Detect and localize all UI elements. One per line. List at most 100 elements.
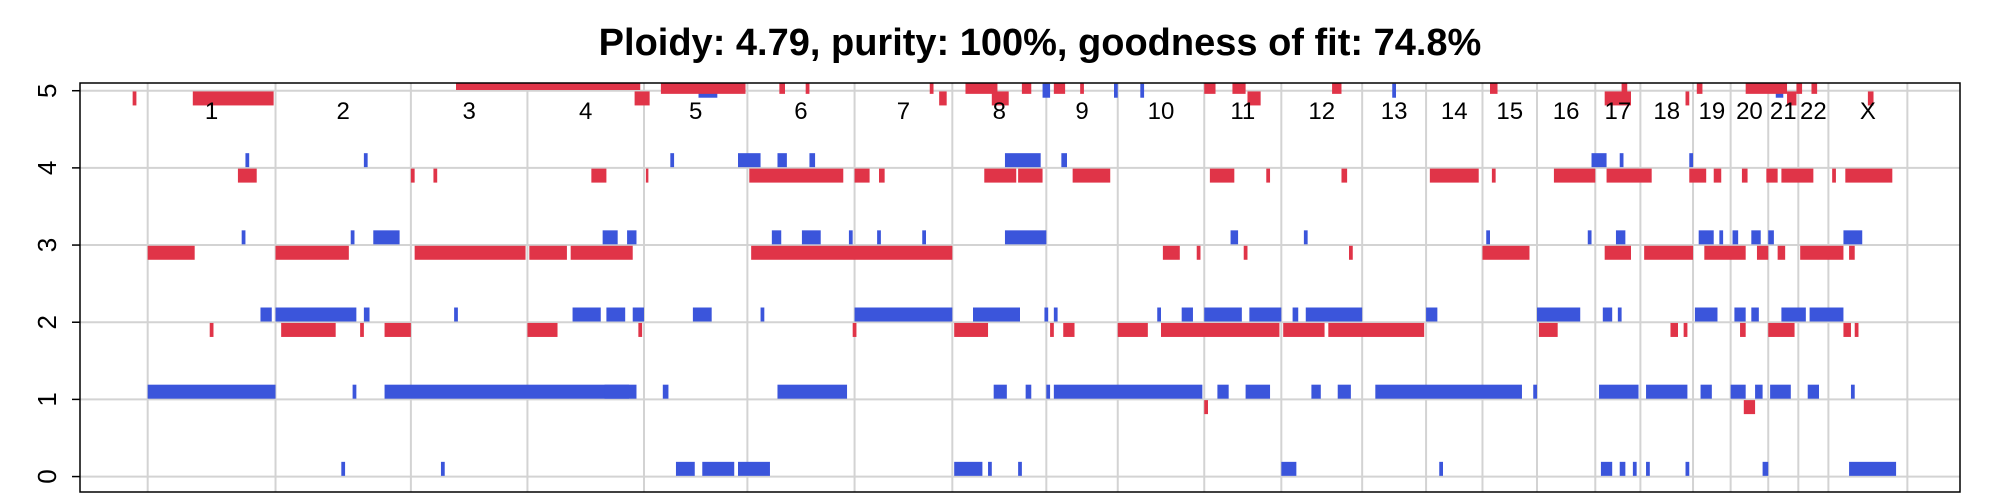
- cn-segment: [572, 307, 601, 322]
- cn-segment: [1217, 384, 1229, 399]
- cn-segment: [352, 384, 357, 399]
- cn-segment: [965, 83, 998, 94]
- cn-segment: [606, 307, 626, 322]
- cn-segment: [1621, 83, 1628, 94]
- cn-segment: [1685, 91, 1690, 106]
- y-tick-label: 4: [32, 161, 62, 175]
- cn-segment: [1044, 307, 1049, 322]
- cn-segment: [1698, 230, 1714, 245]
- cn-segment: [1615, 230, 1626, 245]
- y-tick-label: 3: [32, 238, 62, 252]
- cn-segment: [1537, 307, 1581, 322]
- cn-segment: [1734, 307, 1746, 322]
- cn-segment: [1042, 83, 1051, 98]
- cn-segment: [991, 91, 1009, 106]
- cn-segment: [1619, 461, 1626, 476]
- cn-segment: [1046, 384, 1051, 399]
- cn-segment: [809, 153, 816, 168]
- y-tick-label: 0: [32, 469, 62, 483]
- cn-segment: [454, 307, 458, 322]
- cn-segment: [1732, 230, 1739, 245]
- chromosome-labels: 1 2 3 4 5 6 7 8 9 10 11 12 13 14 15 16 17 18 19 20 21 22 X: [205, 98, 1876, 125]
- cn-segment: [1755, 384, 1763, 399]
- cn-segment: [877, 230, 881, 245]
- cn-segment: [638, 322, 643, 337]
- cn-segment: [570, 245, 633, 260]
- cn-segment: [1777, 245, 1786, 260]
- cn-segment: [702, 461, 735, 476]
- cn-segment: [929, 83, 934, 94]
- cn-segment: [1375, 384, 1522, 399]
- cn-segment: [1491, 168, 1496, 183]
- cn-segment: [1689, 153, 1694, 168]
- cn-segment: [1685, 461, 1690, 476]
- cn-segment: [1303, 230, 1308, 245]
- cn-segment: [363, 153, 368, 168]
- cn-segment: [1617, 307, 1622, 322]
- cn-segment: [1854, 322, 1859, 337]
- cn-segment: [1600, 461, 1613, 476]
- cn-segment: [456, 83, 641, 90]
- cn-segment: [1683, 322, 1688, 337]
- chromosome-label: 15: [1496, 98, 1523, 125]
- cn-segment: [1349, 245, 1353, 260]
- segment-marks: [132, 83, 1897, 476]
- chromosome-label: 20: [1736, 98, 1763, 125]
- cn-segment: [1245, 384, 1271, 399]
- cn-segment: [1843, 230, 1863, 245]
- cn-segment: [1018, 168, 1043, 183]
- cn-segment: [1587, 230, 1592, 245]
- cn-segment: [779, 83, 785, 94]
- chromosome-label: 18: [1653, 98, 1680, 125]
- chromosome-label: 9: [1075, 98, 1088, 125]
- cn-segment: [1850, 384, 1855, 399]
- chromosome-label: 11: [1230, 98, 1255, 125]
- cn-segment: [1063, 322, 1075, 337]
- cn-segment: [1843, 322, 1851, 337]
- cn-segment: [414, 245, 526, 260]
- y-tick-label: 2: [32, 315, 62, 329]
- cn-segment: [660, 83, 746, 94]
- cn-segment: [1482, 245, 1530, 260]
- cn-segment: [1117, 322, 1148, 337]
- cn-segment: [1632, 461, 1637, 476]
- cn-segment: [973, 307, 1020, 322]
- cn-segment: [1606, 168, 1652, 183]
- cn-segment: [245, 153, 250, 168]
- cn-segment: [1762, 461, 1769, 476]
- cn-segment: [1740, 322, 1746, 337]
- cn-segment: [939, 91, 947, 106]
- cn-segment: [1604, 91, 1631, 106]
- cn-segment: [984, 168, 1017, 183]
- cn-segment: [1602, 307, 1613, 322]
- cn-segment: [1305, 307, 1363, 322]
- cn-segment: [1311, 384, 1321, 399]
- cn-segment: [1766, 168, 1778, 183]
- cn-segment: [854, 307, 953, 322]
- cn-segment: [1249, 307, 1282, 322]
- cn-segment: [1704, 245, 1746, 260]
- cn-segment: [1490, 83, 1498, 94]
- cn-segment: [1619, 153, 1624, 168]
- cn-segment: [1533, 384, 1537, 399]
- cn-segment: [1053, 83, 1066, 94]
- cn-segment: [954, 322, 989, 337]
- cn-segment: [1050, 322, 1054, 337]
- cn-segment: [1266, 168, 1271, 183]
- cn-segment: [1392, 83, 1396, 98]
- plot-frame: [79, 82, 1961, 493]
- cn-segment: [1689, 168, 1707, 183]
- cn-segment: [1591, 153, 1607, 168]
- cn-segment: [1021, 83, 1032, 94]
- chromosome-label: 17: [1604, 98, 1631, 125]
- chromosome-label: 16: [1553, 98, 1580, 125]
- cn-segment: [1604, 245, 1631, 260]
- cn-segment: [1800, 245, 1844, 260]
- chromosome-label: 4: [579, 98, 592, 125]
- cn-segment: [1157, 307, 1161, 322]
- cn-segment: [1670, 322, 1678, 337]
- cn-segment: [848, 230, 853, 245]
- cn-segment: [777, 384, 848, 399]
- y-tick-label: 1: [32, 392, 62, 406]
- cn-segment: [1337, 384, 1351, 399]
